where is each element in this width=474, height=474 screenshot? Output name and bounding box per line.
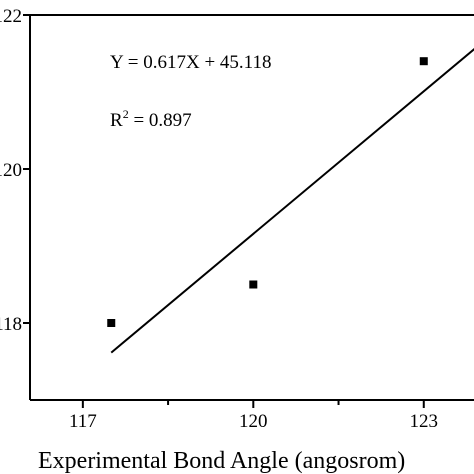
point — [107, 319, 116, 327]
fit-line — [110, 48, 474, 354]
x-axis-label: Experimental Bond Angle (angosrom) — [38, 448, 405, 474]
equation: Y = 0.617X + 45.118 — [110, 52, 271, 73]
y-tick-label: 120 — [0, 160, 22, 181]
y-tick-label: 118 — [0, 314, 22, 335]
r-sup: 2 — [123, 107, 129, 121]
r-base: R — [110, 110, 123, 131]
r-rest: = 0.897 — [129, 110, 192, 131]
x-tick-label: 120 — [239, 411, 268, 432]
r-squared: R2 = 0.897 — [110, 107, 192, 131]
point — [419, 57, 428, 66]
x-tick-label: 123 — [410, 411, 439, 432]
y-tick-label: 122 — [0, 6, 22, 27]
x-tick-label: 117 — [69, 411, 97, 432]
point — [249, 280, 258, 289]
